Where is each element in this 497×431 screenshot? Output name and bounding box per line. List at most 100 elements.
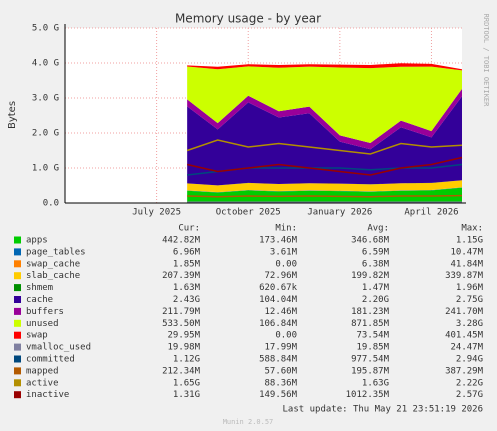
y-tick-label: 5.0 G [32, 24, 59, 34]
x-tick-label: April 2026 [404, 208, 458, 218]
legend-stat: 2.22G [456, 378, 483, 388]
legend-stat: 1.96M [456, 283, 484, 293]
legend-swatch [14, 391, 21, 399]
y-tick-label: 1.0 G [32, 164, 59, 174]
area [187, 96, 462, 186]
legend-stat: 181.23M [351, 307, 390, 317]
legend-swatch [14, 296, 21, 303]
legend-stat: 401.45M [445, 331, 484, 341]
line [187, 194, 463, 198]
legend-stat: 106.84M [259, 319, 298, 329]
legend-stat: 620.67k [259, 283, 298, 293]
legend-stat: 1.63G [362, 378, 389, 388]
legend-label: apps [26, 236, 48, 246]
chart-title: Memory usage - by year [175, 12, 321, 26]
legend-stat: 1.47M [362, 283, 390, 293]
legend-stat: 10.47M [450, 247, 483, 257]
legend-stat: 871.85M [351, 319, 390, 329]
legend-stat: 6.38M [362, 259, 390, 269]
legend-stat: 1012.35M [346, 390, 390, 400]
area [187, 63, 462, 71]
legend-stat: 29.95M [167, 331, 200, 341]
legend-swatch [14, 248, 21, 256]
legend-label: cache [26, 295, 53, 305]
legend-stat: 24.47M [450, 343, 483, 353]
legend-stat: 173.46M [259, 236, 298, 246]
legend-label: shmem [26, 283, 53, 293]
legend-stat: 241.70M [445, 307, 484, 317]
legend-swatch [14, 319, 21, 327]
y-tick-label: 3.0 G [32, 94, 59, 104]
column-header: Max: [461, 224, 483, 234]
legend-stat: 73.54M [356, 331, 389, 341]
column-header: Min: [275, 224, 297, 234]
legend-swatch [14, 236, 21, 244]
legend-stat: 17.99M [264, 343, 297, 353]
legend-label: swap [26, 331, 48, 341]
legend-stat: 2.57G [456, 390, 483, 400]
column-header: Avg: [367, 224, 389, 234]
legend-swatch [14, 331, 21, 339]
x-tick-label: October 2025 [216, 208, 281, 218]
area [187, 180, 462, 193]
legend-stat: 212.34M [162, 366, 201, 376]
legend-stat: 387.29M [445, 366, 484, 376]
legend-swatch [14, 307, 21, 315]
legend-label: page_tables [26, 247, 86, 257]
legend-stat: 6.59M [362, 247, 390, 257]
legend-stat: 104.04M [259, 295, 298, 305]
legend-stat: 88.36M [264, 378, 297, 388]
legend-stat: 1.15G [456, 236, 483, 246]
legend-swatch [14, 272, 21, 280]
legend-stat: 533.50M [162, 319, 201, 329]
legend-stat: 1.63M [173, 283, 201, 293]
legend-stat: 346.68M [351, 236, 390, 246]
y-axis-label: Bytes [7, 101, 18, 129]
legend-stat: 1.65G [173, 378, 200, 388]
version: Munin 2.0.57 [223, 418, 274, 426]
y-tick-label: 4.0 G [32, 59, 59, 69]
y-tick-label: 0.0 [43, 199, 59, 209]
legend-swatch [14, 367, 21, 375]
legend-label: committed [26, 355, 75, 365]
legend-stat: 149.56M [259, 390, 298, 400]
legend-stat: 41.84M [450, 259, 483, 269]
column-header: Cur: [178, 224, 200, 234]
legend-stat: 72.96M [264, 271, 297, 281]
legend-stat: 2.94G [456, 355, 483, 365]
line [186, 156, 463, 176]
legend-label: buffers [26, 307, 64, 317]
legend-swatch [14, 260, 21, 268]
legend-label: mapped [26, 366, 59, 376]
legend-stat: 199.82M [351, 271, 390, 281]
area [187, 66, 462, 144]
legend-stat: 2.20G [362, 295, 389, 305]
legend-stat: 339.87M [445, 271, 484, 281]
legend-label: swap_cache [26, 259, 80, 269]
legend-swatch [14, 343, 21, 351]
area [187, 88, 462, 150]
area [187, 187, 462, 203]
legend-stat: 1.31G [173, 390, 200, 400]
legend-stat: 977.54M [351, 355, 390, 365]
x-tick-label: January 2026 [307, 208, 372, 218]
y-tick-label: 2.0 G [32, 129, 59, 139]
last-update: Last update: Thu May 21 23:51:19 2026 [283, 405, 483, 415]
legend-stat: 0.00 [275, 259, 297, 269]
legend-stat: 57.60M [264, 366, 297, 376]
legend-stat: 2.75G [456, 295, 483, 305]
legend-stat: 588.84M [259, 355, 298, 365]
legend-stat: 1.12G [173, 355, 200, 365]
legend-stat: 211.79M [162, 307, 201, 317]
side-note: RRDTOOL / TOBI OETIKER [482, 14, 490, 108]
legend-stat: 19.98M [167, 343, 200, 353]
line [186, 139, 463, 155]
legend-stat: 1.85M [173, 259, 201, 269]
legend-label: active [26, 378, 59, 388]
legend-swatch [14, 284, 21, 292]
legend-stat: 6.96M [173, 247, 201, 257]
legend-stat: 12.46M [264, 307, 297, 317]
legend-label: slab_cache [26, 271, 80, 281]
legend-stat: 442.82M [162, 236, 201, 246]
